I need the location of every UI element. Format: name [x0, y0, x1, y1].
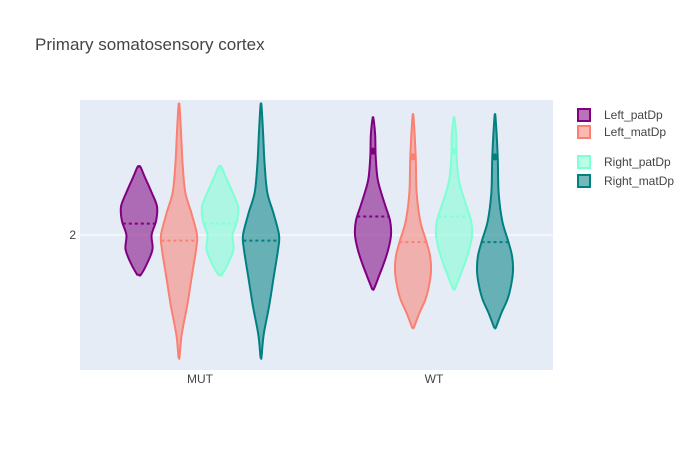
legend-label: Right_patDp: [604, 155, 671, 169]
legend-swatch: [577, 108, 591, 122]
legend-label: Left_matDp: [604, 125, 666, 139]
legend[interactable]: Left_patDp Left_matDp Right_patDp Right_mat…: [577, 108, 674, 188]
violin-left-matdp-mut[interactable]: [159, 102, 199, 360]
violin-right-patdp-mut[interactable]: [200, 164, 240, 277]
violin-body: [475, 113, 515, 330]
legend-item-right-matdp[interactable]: Right_matDp: [577, 174, 674, 188]
x-axis: MUT WT: [187, 372, 444, 386]
violin-right-patdp-wt[interactable]: [434, 116, 474, 291]
outlier-point: [409, 153, 417, 161]
legend-label: Left_patDp: [604, 108, 663, 122]
outlier-point: [369, 147, 377, 155]
violin-body: [159, 102, 199, 360]
legend-item-left-matdp[interactable]: Left_matDp: [577, 125, 666, 139]
violin-layer: [119, 102, 515, 360]
violin-body: [393, 113, 433, 330]
violin-left-patdp-mut[interactable]: [119, 164, 159, 277]
legend-item-right-patdp[interactable]: Right_patDp: [577, 155, 671, 169]
legend-swatch: [577, 174, 591, 188]
violin-body: [353, 116, 393, 291]
legend-item-left-patdp[interactable]: Left_patDp: [577, 108, 663, 122]
x-tick-label: MUT: [187, 372, 214, 386]
y-tick-label: 2: [69, 228, 76, 242]
violin-body: [119, 164, 159, 277]
x-tick-label: WT: [425, 372, 444, 386]
y-axis: 2: [69, 228, 76, 242]
legend-swatch: [577, 125, 591, 139]
violin-body: [241, 102, 281, 360]
violin-right-matdp-mut[interactable]: [241, 102, 281, 360]
violin-body: [200, 164, 240, 277]
chart-title: Primary somatosensory cortex: [35, 35, 265, 54]
violin-body: [434, 116, 474, 291]
violin-left-patdp-wt[interactable]: [353, 116, 393, 291]
outlier-point: [450, 147, 458, 155]
legend-label: Right_matDp: [604, 174, 674, 188]
violin-right-matdp-wt[interactable]: [475, 113, 515, 330]
violin-left-matdp-wt[interactable]: [393, 113, 433, 330]
outlier-point: [491, 153, 499, 161]
legend-swatch: [577, 155, 591, 169]
